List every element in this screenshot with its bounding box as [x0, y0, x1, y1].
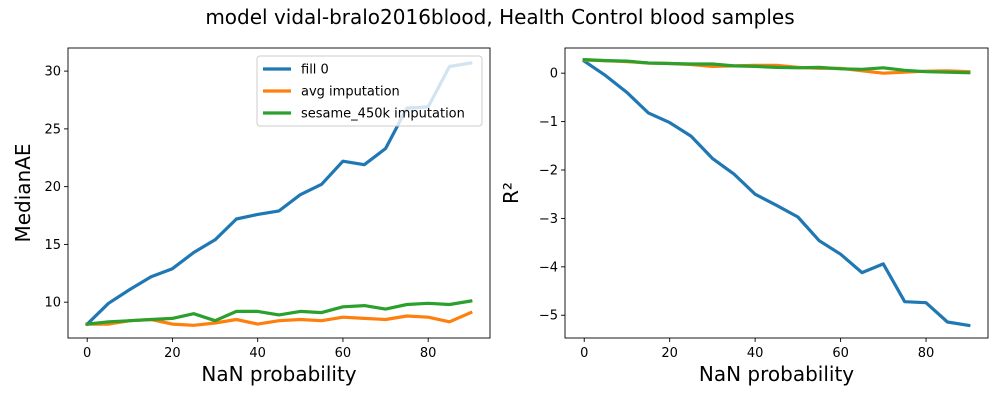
figure-suptitle: model vidal-bralo2016blood, Health Contr…	[205, 5, 794, 29]
x-tick-label: 20	[164, 346, 181, 361]
x-tick-label: 80	[420, 346, 437, 361]
x-axis-title: NaN probability	[201, 362, 356, 386]
series-line-2	[582, 57, 971, 75]
y-tick-label: −4	[539, 260, 558, 275]
y-tick-label: 0	[550, 67, 558, 82]
x-tick-label: 0	[83, 346, 91, 361]
y-tick-label: −1	[539, 115, 558, 130]
legend-label-0: fill 0	[301, 63, 329, 78]
y-tick-label: 25	[44, 122, 61, 137]
legend-label-2: sesame_450k imputation	[301, 107, 465, 122]
x-tick-label: 0	[580, 346, 588, 361]
legend: fill 0 avg imputation sesame_450k imputati…	[256, 55, 483, 127]
x-tick-label: 40	[249, 346, 266, 361]
series-line-2	[85, 299, 473, 326]
y-tick-label: 20	[44, 180, 61, 195]
right-axes-r2: 0 20 40 60 80 0 −1 −2 −3 −4 −5 NaN probability R²	[499, 47, 989, 386]
y-tick-label: −5	[539, 309, 558, 324]
y-tick-label: 15	[44, 238, 61, 253]
y-tick-label: 10	[44, 296, 61, 311]
y-axis-title: MedianAE	[11, 143, 35, 242]
axes-frame	[67, 47, 491, 339]
y-axis-title: R²	[499, 182, 523, 204]
axes-frame	[564, 47, 989, 339]
x-axis-title: NaN probability	[699, 362, 854, 386]
legend-label-1: avg imputation	[301, 85, 400, 100]
y-tick-label: 30	[44, 65, 61, 80]
y-tick-label: −2	[539, 164, 558, 179]
x-tick-label: 60	[832, 346, 849, 361]
y-tick-label: −3	[539, 212, 558, 227]
legend-box	[256, 55, 483, 127]
x-tick-label: 20	[661, 346, 678, 361]
left-axes-median-ae: 0 20 40 60 80 10 15 20 25 30 NaN probability Median…	[11, 47, 491, 386]
x-tick-label: 60	[335, 346, 352, 361]
x-tick-label: 40	[747, 346, 764, 361]
x-tick-label: 80	[918, 346, 935, 361]
series-line-0	[581, 58, 971, 328]
